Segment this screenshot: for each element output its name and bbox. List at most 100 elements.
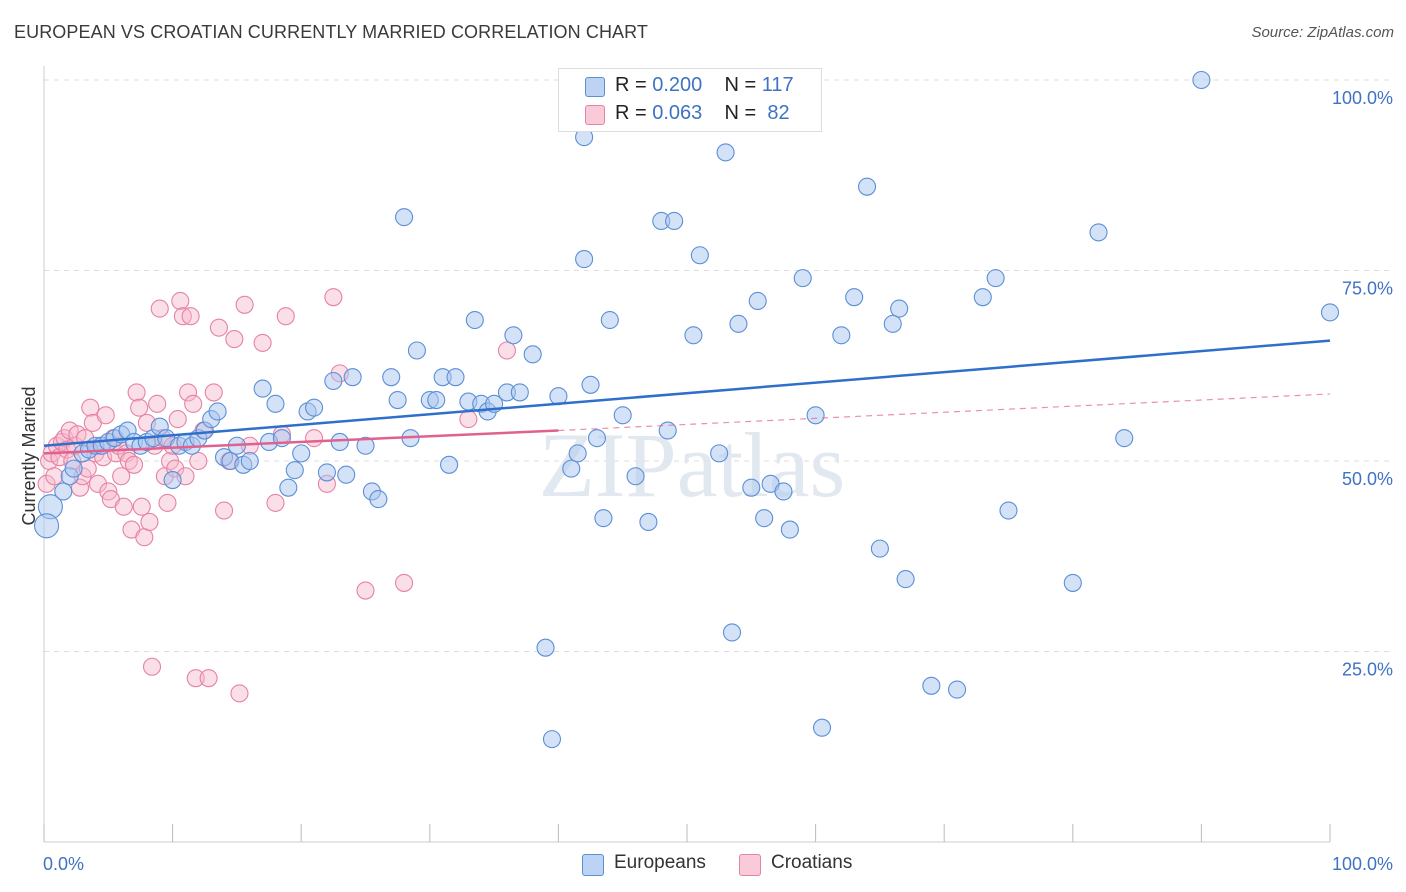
european-point bbox=[562, 459, 581, 478]
european-point bbox=[581, 375, 600, 394]
european-point bbox=[729, 314, 748, 333]
croatian-point bbox=[214, 501, 234, 520]
croatian-point bbox=[132, 497, 151, 516]
european-point bbox=[806, 406, 825, 425]
european-point bbox=[639, 512, 658, 532]
european-point bbox=[337, 465, 356, 484]
stats-legend: R = 0.200 N = 117 R = 0.063 N = 82 bbox=[558, 68, 822, 132]
european-point bbox=[369, 490, 388, 509]
trend-lines bbox=[43, 339, 1331, 455]
european-point bbox=[870, 539, 889, 558]
croatian-point bbox=[186, 669, 205, 688]
x-tick-label: 100.0% bbox=[1332, 854, 1393, 874]
european-point bbox=[857, 177, 877, 196]
chart-title: EUROPEAN VS CROATIAN CURRENTLY MARRIED C… bbox=[14, 22, 649, 42]
europeans-r-value: 0.200 bbox=[652, 74, 703, 96]
croatian-point bbox=[189, 451, 208, 471]
croatian-point bbox=[158, 493, 177, 512]
y-tick-label: 100.0% bbox=[1332, 88, 1393, 108]
croatian-point bbox=[253, 333, 272, 352]
european-point bbox=[54, 482, 73, 501]
croatian-point bbox=[209, 318, 228, 337]
european-point bbox=[510, 383, 529, 402]
european-point bbox=[305, 398, 324, 417]
european-point bbox=[382, 368, 401, 387]
source-credit: Source: ZipAtlas.com bbox=[1251, 24, 1394, 41]
european-point bbox=[896, 570, 915, 589]
european-point bbox=[832, 326, 851, 345]
european-point bbox=[324, 371, 343, 391]
european-point bbox=[575, 250, 594, 269]
croatian-point bbox=[112, 467, 131, 486]
european-point bbox=[587, 429, 607, 448]
european-point bbox=[890, 299, 909, 318]
croatian-point bbox=[148, 394, 167, 413]
croatian-point bbox=[135, 528, 154, 547]
croatian-point bbox=[225, 330, 244, 349]
european-point bbox=[317, 463, 336, 482]
croatian-point bbox=[356, 581, 375, 600]
croatian-point bbox=[305, 429, 324, 448]
european-point bbox=[626, 467, 645, 486]
european-point bbox=[1063, 573, 1082, 592]
y-tick-label: 25.0% bbox=[1342, 660, 1393, 680]
european-point bbox=[240, 451, 259, 471]
european-point bbox=[755, 509, 774, 528]
european-point bbox=[658, 421, 677, 440]
european-point bbox=[774, 482, 793, 501]
european-point bbox=[594, 509, 613, 528]
croatian-point bbox=[168, 410, 187, 429]
europeans-n-label: N = bbox=[724, 74, 757, 96]
europeans-legend-label: Europeans bbox=[614, 852, 706, 873]
croatian-point bbox=[230, 684, 249, 703]
european-point bbox=[34, 513, 60, 539]
croatian-point bbox=[130, 398, 149, 417]
european-point bbox=[973, 288, 992, 307]
european-point bbox=[793, 269, 812, 288]
european-point bbox=[665, 211, 684, 231]
european-point bbox=[986, 269, 1005, 288]
watermark: ZIPatlas bbox=[539, 414, 846, 516]
european-point bbox=[1320, 303, 1340, 322]
european-point bbox=[285, 461, 304, 480]
european-point bbox=[266, 394, 285, 413]
european-point bbox=[684, 326, 703, 345]
european-point bbox=[1115, 429, 1134, 448]
croatian-point bbox=[171, 291, 190, 311]
european-point bbox=[722, 623, 742, 642]
croatians-legend-swatch bbox=[739, 854, 761, 876]
european-point bbox=[1089, 223, 1108, 242]
croatian-point bbox=[181, 307, 200, 326]
european-point bbox=[780, 520, 799, 539]
european-point bbox=[330, 432, 349, 452]
european-point bbox=[748, 291, 767, 311]
croatian-point bbox=[88, 474, 108, 493]
european-point bbox=[356, 436, 375, 455]
croatians-trend-extension bbox=[558, 393, 1331, 432]
european-point bbox=[343, 368, 362, 387]
croatian-point bbox=[81, 398, 100, 417]
european-point bbox=[64, 459, 83, 478]
european-point bbox=[253, 379, 272, 398]
european-point bbox=[523, 345, 542, 364]
european-point bbox=[542, 730, 562, 749]
croatian-point bbox=[235, 295, 254, 314]
croatian-point bbox=[324, 288, 343, 307]
europeans-n-value: 117 bbox=[761, 74, 794, 96]
y-tick-label: 50.0% bbox=[1342, 469, 1393, 489]
european-point bbox=[388, 390, 407, 410]
croatian-point bbox=[140, 512, 159, 532]
european-point bbox=[163, 470, 182, 490]
european-point bbox=[279, 478, 298, 497]
europeans-swatch bbox=[585, 77, 605, 97]
croatian-point bbox=[459, 410, 478, 429]
croatian-point bbox=[266, 493, 285, 512]
croatian-point bbox=[114, 497, 133, 516]
european-point bbox=[440, 455, 459, 474]
european-point bbox=[690, 246, 709, 265]
european-point bbox=[710, 444, 729, 463]
european-point bbox=[407, 341, 426, 360]
european-point bbox=[536, 638, 555, 657]
croatians-n-value: 82 bbox=[767, 102, 790, 124]
